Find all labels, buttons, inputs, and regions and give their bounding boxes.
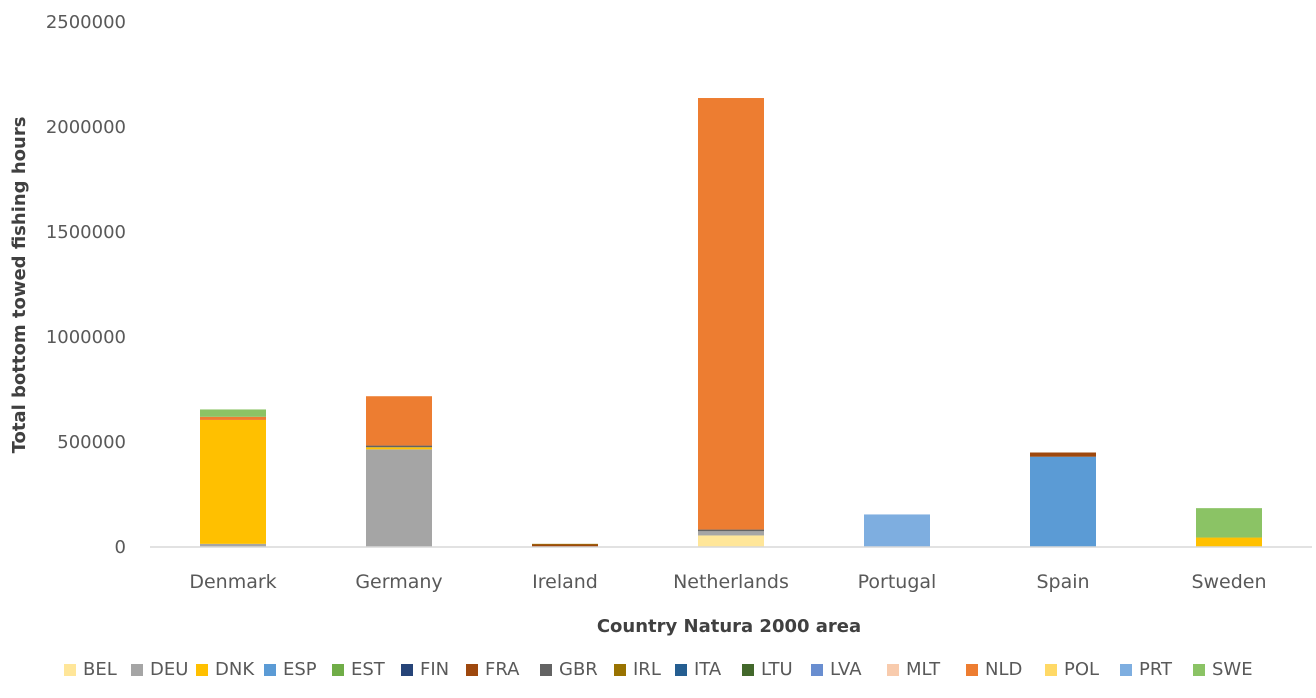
- bar-gbr-germany: [366, 445, 432, 448]
- legend-swatch-fin: [401, 664, 413, 676]
- bars: [200, 98, 1262, 547]
- bar-bel-netherlands: [698, 535, 764, 547]
- legend-swatch-deu: [131, 664, 143, 676]
- x-category-label: Spain: [1036, 571, 1089, 593]
- x-category-label: Ireland: [532, 571, 598, 593]
- legend-label-est: EST: [351, 659, 386, 680]
- bar-gbr-netherlands: [698, 529, 764, 532]
- legend-swatch-fra: [466, 664, 478, 676]
- legend-swatch-est: [332, 664, 344, 676]
- legend-label-fra: FRA: [485, 659, 520, 680]
- legend-swatch-gbr: [540, 664, 552, 676]
- bar-swe-denmark: [200, 409, 266, 417]
- legend-label-irl: IRL: [633, 659, 661, 680]
- bar-nld-denmark: [200, 416, 266, 420]
- legend-label-bel: BEL: [83, 659, 117, 680]
- legend-label-mlt: MLT: [906, 659, 941, 680]
- bar-swe-sweden: [1196, 508, 1262, 538]
- x-axis-categories: Denmark Germany Ireland Netherlands Portugal…: [189, 571, 1266, 593]
- legend-label-dnk: DNK: [215, 659, 255, 680]
- legend-swatch-ita: [675, 664, 687, 676]
- bar-nld-germany: [366, 396, 432, 446]
- legend-label-ltu: LTU: [761, 659, 793, 680]
- bar-deu-germany: [366, 449, 432, 547]
- legend-label-pol: POL: [1064, 659, 1099, 680]
- legend-label-deu: DEU: [150, 659, 188, 680]
- y-tick-label: 500000: [57, 432, 126, 453]
- bar-deu-denmark: [200, 543, 266, 547]
- bar-prt-portugal: [864, 514, 930, 547]
- y-tick-label: 0: [115, 537, 126, 558]
- legend-label-fin: FIN: [420, 659, 449, 680]
- legend-swatch-swe: [1193, 664, 1205, 676]
- legend-swatch-pol: [1045, 664, 1057, 676]
- bar-fra-spain: [1030, 452, 1096, 457]
- y-axis-ticks: 0 500000 1000000 1500000 2000000 2500000: [46, 12, 126, 558]
- legend-swatch-irl: [614, 664, 626, 676]
- bar-irl-ireland: [532, 543, 598, 545]
- legend-swatch-lva: [811, 664, 823, 676]
- bar-dnk-denmark: [200, 419, 266, 544]
- bar-fra-ireland: [532, 544, 598, 547]
- bar-nld-netherlands: [698, 98, 764, 530]
- x-category-label: Portugal: [858, 571, 937, 593]
- y-tick-label: 1000000: [46, 327, 126, 348]
- legend-label-esp: ESP: [283, 659, 317, 680]
- legend-swatch-dnk: [196, 664, 208, 676]
- legend-label-lva: LVA: [830, 659, 862, 680]
- legend-label-swe: SWE: [1212, 659, 1253, 680]
- x-category-label: Netherlands: [673, 571, 789, 593]
- bar-dnk-sweden: [1196, 537, 1262, 547]
- legend-swatch-ltu: [742, 664, 754, 676]
- legend-label-gbr: GBR: [559, 659, 598, 680]
- legend-label-nld: NLD: [985, 659, 1022, 680]
- legend-label-prt: PRT: [1139, 659, 1173, 680]
- y-tick-label: 2000000: [46, 117, 126, 138]
- x-axis-title: Country Natura 2000 area: [597, 616, 861, 637]
- bar-deu-netherlands: [698, 531, 764, 536]
- legend-swatch-esp: [264, 664, 276, 676]
- bar-esp-spain: [1030, 456, 1096, 547]
- y-axis-title: Total bottom towed fishing hours: [9, 117, 30, 454]
- legend-swatch-mlt: [887, 664, 899, 676]
- bar-dnk-germany: [366, 447, 432, 450]
- legend-label-ita: ITA: [694, 659, 722, 680]
- legend: BEL DEU DNK ESP EST FIN FRA GBR IRL ITA LTU LVA MLT N…: [64, 659, 1253, 680]
- x-category-label: Sweden: [1191, 571, 1266, 593]
- x-category-label: Germany: [355, 571, 442, 593]
- y-tick-label: 1500000: [46, 222, 126, 243]
- legend-swatch-prt: [1120, 664, 1132, 676]
- x-category-label: Denmark: [189, 571, 276, 593]
- y-tick-label: 2500000: [46, 12, 126, 33]
- legend-swatch-bel: [64, 664, 76, 676]
- legend-swatch-nld: [966, 664, 978, 676]
